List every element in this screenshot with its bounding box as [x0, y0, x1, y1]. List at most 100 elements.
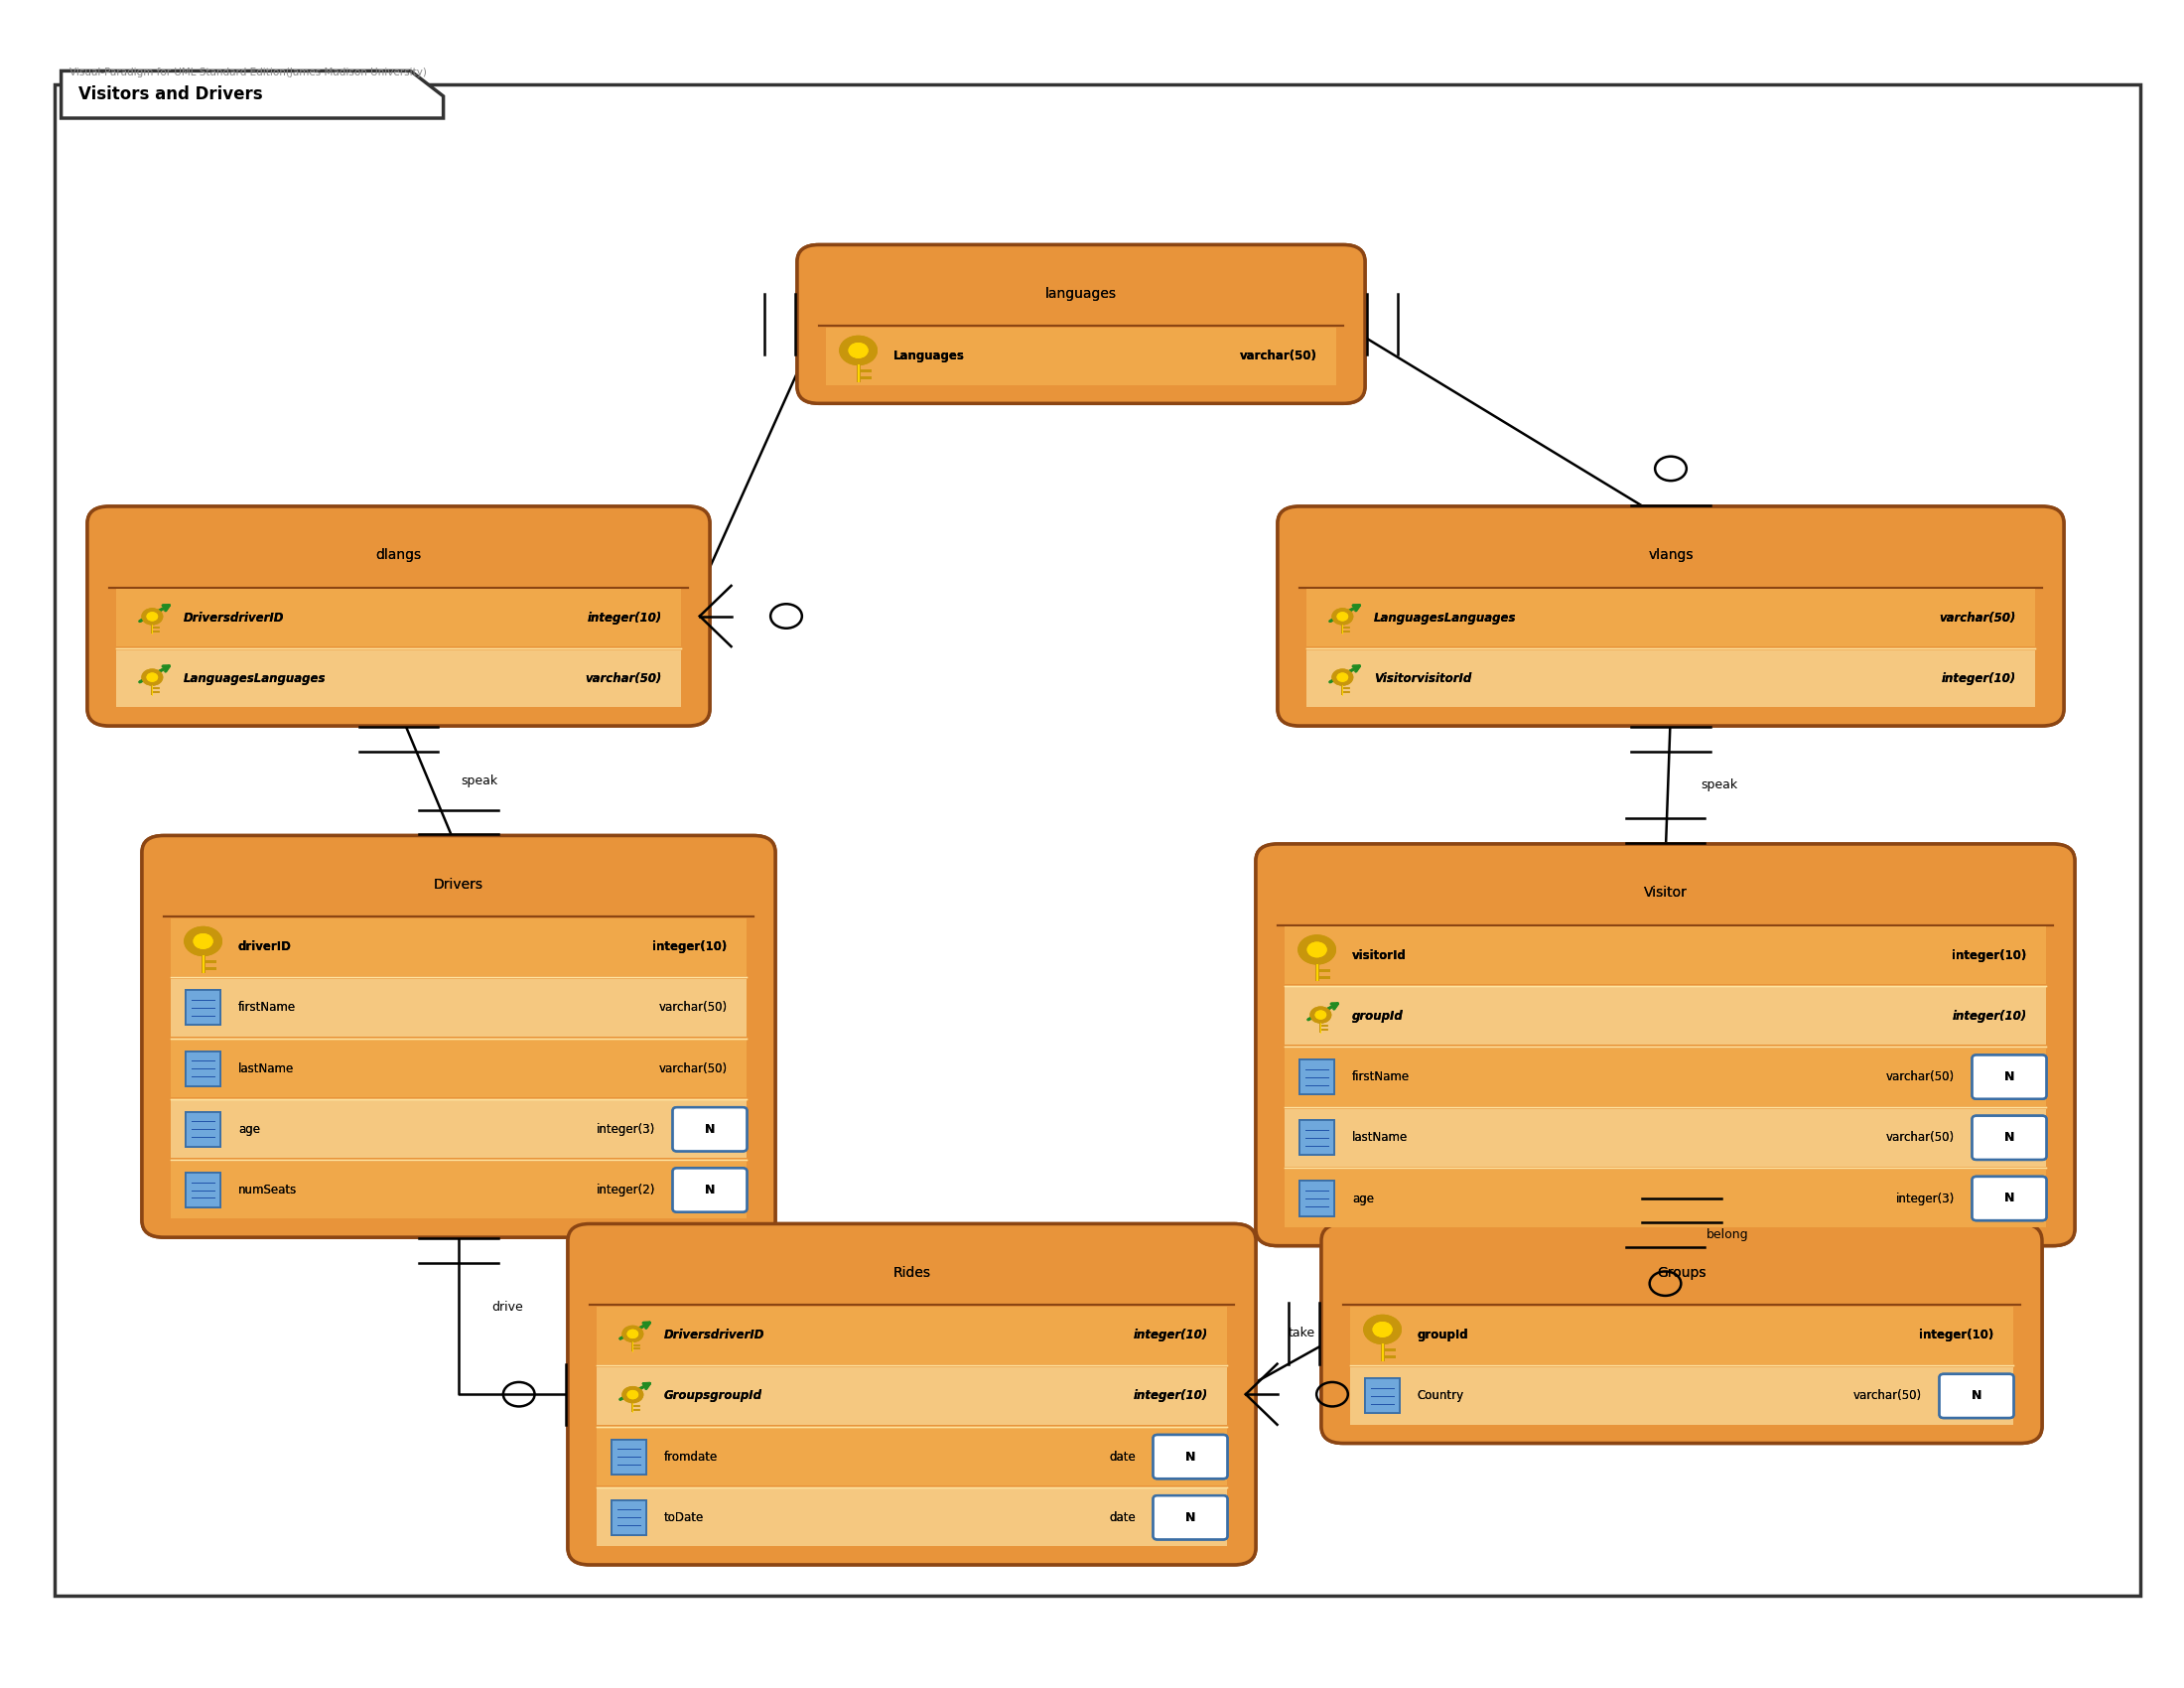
- FancyBboxPatch shape: [1284, 1109, 2046, 1166]
- FancyBboxPatch shape: [1278, 506, 2064, 726]
- Circle shape: [1297, 935, 1334, 964]
- Text: varchar(50): varchar(50): [1854, 1389, 1922, 1403]
- FancyBboxPatch shape: [596, 1489, 1227, 1546]
- FancyBboxPatch shape: [1284, 1170, 2046, 1227]
- Text: integer(10): integer(10): [1942, 672, 2016, 685]
- FancyBboxPatch shape: [170, 979, 747, 1036]
- FancyBboxPatch shape: [1350, 1367, 2014, 1425]
- FancyBboxPatch shape: [1306, 650, 2035, 707]
- Text: varchar(50): varchar(50): [1939, 611, 2016, 625]
- Circle shape: [1308, 942, 1326, 957]
- Text: N: N: [705, 1183, 714, 1197]
- Text: N: N: [2005, 1131, 2014, 1144]
- Circle shape: [142, 670, 162, 685]
- FancyBboxPatch shape: [1365, 1379, 1400, 1413]
- FancyBboxPatch shape: [1284, 927, 2046, 984]
- Text: integer(10): integer(10): [587, 611, 662, 625]
- Text: date: date: [1109, 1511, 1136, 1524]
- Text: fromdate: fromdate: [664, 1450, 719, 1463]
- Text: varchar(50): varchar(50): [660, 1001, 727, 1014]
- Text: visitorId: visitorId: [1352, 949, 1406, 962]
- Circle shape: [1315, 1011, 1326, 1020]
- Circle shape: [146, 674, 157, 682]
- FancyBboxPatch shape: [1284, 987, 2046, 1045]
- Text: VisitorvisitorId: VisitorvisitorId: [1374, 672, 1472, 685]
- Circle shape: [142, 670, 162, 685]
- Text: N: N: [705, 1123, 714, 1136]
- Text: integer(10): integer(10): [1952, 949, 2027, 962]
- FancyBboxPatch shape: [55, 84, 2140, 1595]
- Text: DriversdriverID: DriversdriverID: [183, 611, 284, 625]
- Text: LanguagesLanguages: LanguagesLanguages: [183, 672, 325, 685]
- FancyBboxPatch shape: [1939, 1374, 2014, 1418]
- Text: LanguagesLanguages: LanguagesLanguages: [183, 672, 325, 685]
- FancyBboxPatch shape: [1972, 1116, 2046, 1160]
- Text: integer(2): integer(2): [596, 1183, 655, 1197]
- Text: N: N: [705, 1123, 714, 1136]
- Text: DriversdriverID: DriversdriverID: [664, 1328, 764, 1342]
- Text: age: age: [238, 1123, 260, 1136]
- FancyBboxPatch shape: [1299, 1060, 1334, 1094]
- Text: varchar(50): varchar(50): [660, 1062, 727, 1075]
- Text: dlangs: dlangs: [376, 549, 422, 562]
- Text: firstName: firstName: [238, 1001, 295, 1014]
- FancyBboxPatch shape: [1153, 1435, 1227, 1479]
- Text: integer(10): integer(10): [1133, 1328, 1208, 1342]
- Text: varchar(50): varchar(50): [660, 1001, 727, 1014]
- FancyBboxPatch shape: [170, 1040, 747, 1097]
- Circle shape: [1310, 1008, 1330, 1023]
- FancyBboxPatch shape: [673, 1107, 747, 1151]
- Circle shape: [627, 1391, 638, 1399]
- Text: toDate: toDate: [664, 1511, 703, 1524]
- Circle shape: [1337, 613, 1348, 621]
- FancyBboxPatch shape: [170, 1040, 747, 1097]
- Circle shape: [194, 933, 212, 949]
- FancyBboxPatch shape: [1350, 1307, 2014, 1364]
- Text: N: N: [1972, 1389, 1981, 1403]
- Circle shape: [142, 609, 162, 625]
- FancyBboxPatch shape: [1299, 1121, 1334, 1155]
- Text: toDate: toDate: [664, 1511, 703, 1524]
- Text: driverID: driverID: [238, 940, 290, 954]
- FancyBboxPatch shape: [612, 1501, 646, 1534]
- Text: N: N: [1186, 1450, 1195, 1463]
- FancyBboxPatch shape: [186, 1173, 221, 1207]
- Text: integer(3): integer(3): [1896, 1192, 1955, 1205]
- FancyBboxPatch shape: [612, 1501, 646, 1534]
- Text: lastName: lastName: [1352, 1131, 1409, 1144]
- Text: Drivers: Drivers: [435, 878, 483, 891]
- Text: varchar(50): varchar(50): [585, 672, 662, 685]
- Text: varchar(50): varchar(50): [660, 1062, 727, 1075]
- Circle shape: [1374, 1322, 1391, 1337]
- Circle shape: [1332, 670, 1352, 685]
- FancyBboxPatch shape: [596, 1367, 1227, 1425]
- FancyBboxPatch shape: [1350, 1367, 2014, 1425]
- Circle shape: [1308, 942, 1326, 957]
- Text: groupId: groupId: [1417, 1328, 1468, 1342]
- Circle shape: [1332, 609, 1352, 625]
- Circle shape: [146, 674, 157, 682]
- Text: varchar(50): varchar(50): [1241, 349, 1317, 363]
- Text: languages: languages: [1046, 287, 1116, 300]
- FancyBboxPatch shape: [186, 1052, 221, 1085]
- Text: integer(10): integer(10): [1133, 1389, 1208, 1403]
- Text: groupId: groupId: [1417, 1328, 1468, 1342]
- Circle shape: [1310, 1008, 1330, 1023]
- Text: varchar(50): varchar(50): [1887, 1131, 1955, 1144]
- FancyBboxPatch shape: [87, 506, 710, 726]
- FancyBboxPatch shape: [1972, 1116, 2046, 1160]
- Text: integer(3): integer(3): [1896, 1192, 1955, 1205]
- Text: GroupsgroupId: GroupsgroupId: [664, 1389, 762, 1403]
- Text: firstName: firstName: [1352, 1070, 1409, 1084]
- Circle shape: [146, 613, 157, 621]
- Circle shape: [627, 1330, 638, 1339]
- Text: driverID: driverID: [238, 940, 290, 954]
- Circle shape: [850, 343, 867, 358]
- FancyBboxPatch shape: [596, 1428, 1227, 1485]
- FancyBboxPatch shape: [1299, 1060, 1334, 1094]
- Text: date: date: [1109, 1511, 1136, 1524]
- Text: Languages: Languages: [893, 349, 965, 363]
- FancyBboxPatch shape: [1284, 1109, 2046, 1166]
- Text: Groups: Groups: [1658, 1266, 1706, 1280]
- FancyBboxPatch shape: [596, 1307, 1227, 1364]
